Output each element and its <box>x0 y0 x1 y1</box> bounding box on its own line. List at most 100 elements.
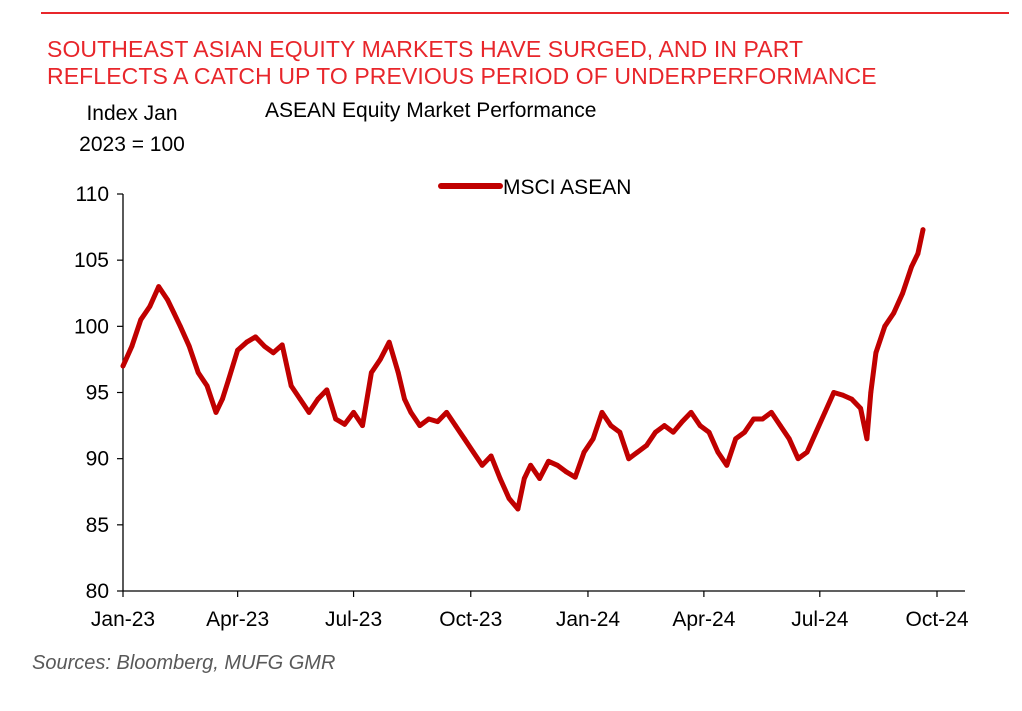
data-point-msci-asean <box>909 264 914 270</box>
data-point-msci-asean <box>129 343 135 349</box>
data-point-msci-asean <box>324 387 330 393</box>
data-point-msci-asean <box>900 290 905 296</box>
x-tick-label: Jul-23 <box>325 608 382 631</box>
data-point-msci-asean <box>315 396 321 402</box>
data-point-msci-asean <box>435 419 440 424</box>
data-point-msci-asean <box>546 458 551 464</box>
data-point-msci-asean <box>515 506 521 512</box>
data-point-msci-asean <box>417 423 423 428</box>
data-point-msci-asean <box>644 443 649 448</box>
data-point-msci-asean <box>724 462 730 468</box>
data-point-msci-asean <box>742 429 747 435</box>
data-point-msci-asean <box>537 476 542 481</box>
data-point-msci-asean <box>733 436 739 442</box>
x-tick-label: Oct-23 <box>439 608 502 631</box>
data-point-msci-asean <box>706 429 712 435</box>
data-point-msci-asean <box>235 347 241 353</box>
data-point-msci-asean <box>470 449 476 455</box>
data-point-msci-asean <box>626 456 632 462</box>
data-point-msci-asean <box>204 383 210 389</box>
y-tick-label: 95 <box>86 382 109 405</box>
x-tick-label: Oct-24 <box>905 608 968 631</box>
data-point-msci-asean <box>882 323 888 329</box>
y-tick-label: 110 <box>76 183 109 206</box>
data-point-msci-asean <box>653 429 658 435</box>
data-point-msci-asean <box>849 396 855 402</box>
data-point-msci-asean <box>306 410 312 415</box>
data-point-msci-asean <box>555 462 560 468</box>
data-point-msci-asean <box>635 449 640 455</box>
top-rule-divider <box>41 12 1009 14</box>
headline: SOUTHEAST ASIAN EQUITY MARKETS HAVE SURG… <box>47 36 1017 90</box>
data-point-msci-asean <box>279 342 285 348</box>
x-tick-label: Apr-23 <box>206 608 269 631</box>
y-axis-unit-label: Index Jan 2023 = 100 <box>52 98 212 160</box>
data-point-msci-asean <box>822 410 828 415</box>
data-point-msci-asean <box>453 423 458 428</box>
data-point-msci-asean <box>177 323 183 329</box>
data-point-msci-asean <box>528 462 533 468</box>
data-point-msci-asean <box>165 297 171 303</box>
data-point-msci-asean <box>402 396 407 402</box>
source-note: Sources: Bloomberg, MUFG GMR <box>32 652 336 674</box>
data-point-msci-asean <box>488 453 494 459</box>
data-point-msci-asean <box>426 416 432 422</box>
data-point-msci-asean <box>377 357 383 362</box>
x-tick-label: Apr-24 <box>672 608 735 631</box>
chart-legend: MSCI ASEAN <box>438 176 631 199</box>
data-point-msci-asean <box>581 449 587 455</box>
data-point-msci-asean <box>813 429 819 435</box>
data-point-msci-asean <box>873 350 879 356</box>
data-point-msci-asean <box>270 350 276 356</box>
chart-axes: 80 85 90 95 100 105 110 Jan-23 Apr-23 Jul-23 Oct-2… <box>74 183 969 631</box>
data-point-msci-asean <box>333 416 339 422</box>
headline-line-2: REFLECTS A CATCH UP TO PREVIOUS PERIOD O… <box>47 63 877 89</box>
data-point-msci-asean <box>369 370 374 375</box>
series-line-msci-asean <box>120 227 926 512</box>
y-tick-label: 90 <box>86 448 109 471</box>
data-point-msci-asean <box>804 449 810 455</box>
data-point-msci-asean <box>138 317 144 323</box>
x-tick-label: Jan-23 <box>91 608 155 631</box>
data-point-msci-asean <box>608 423 614 428</box>
x-tick-label: Jul-24 <box>791 608 849 631</box>
data-point-msci-asean <box>777 423 783 428</box>
data-point-msci-asean <box>386 339 392 345</box>
data-point-msci-asean <box>670 429 676 435</box>
data-point-msci-asean <box>342 421 348 427</box>
headline-line-1: SOUTHEAST ASIAN EQUITY MARKETS HAVE SURG… <box>47 36 804 62</box>
data-point-msci-asean <box>220 396 225 402</box>
data-point-msci-asean <box>795 456 801 462</box>
data-point-msci-asean <box>715 449 721 455</box>
data-point-msci-asean <box>297 396 303 402</box>
data-point-msci-asean <box>351 410 356 415</box>
data-point-msci-asean <box>858 406 863 411</box>
data-point-msci-asean <box>915 251 921 256</box>
data-point-msci-asean <box>262 343 267 349</box>
data-point-msci-asean <box>521 476 527 481</box>
data-point-msci-asean <box>506 496 512 501</box>
data-point-msci-asean <box>617 429 623 435</box>
data-point-msci-asean <box>497 476 503 481</box>
data-point-msci-asean <box>920 227 926 233</box>
chart-series <box>120 227 926 512</box>
y-tick-label: 80 <box>86 580 109 603</box>
x-tick-label: Jan-24 <box>556 608 621 631</box>
y-tick-label: 100 <box>74 315 109 338</box>
data-point-msci-asean <box>563 469 569 475</box>
data-point-msci-asean <box>244 339 250 345</box>
data-point-msci-asean <box>186 343 192 349</box>
data-point-msci-asean <box>226 376 232 382</box>
data-point-msci-asean <box>444 410 449 415</box>
data-point-msci-asean <box>195 370 201 375</box>
data-point-msci-asean <box>769 410 774 415</box>
data-point-msci-asean <box>786 436 792 442</box>
data-point-msci-asean <box>840 392 846 398</box>
data-point-msci-asean <box>395 370 401 375</box>
data-point-msci-asean <box>599 410 605 415</box>
legend-label-msci-asean: MSCI ASEAN <box>503 176 631 199</box>
data-point-msci-asean <box>120 363 126 369</box>
data-point-msci-asean <box>751 416 756 422</box>
